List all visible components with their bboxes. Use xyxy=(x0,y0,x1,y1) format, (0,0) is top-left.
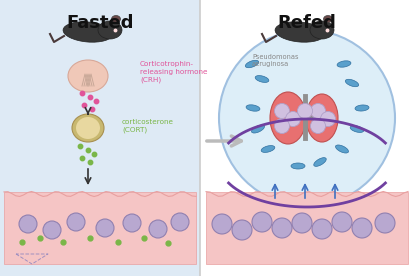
Text: Pseudomonas
aeruginosa: Pseudomonas aeruginosa xyxy=(252,54,298,68)
Circle shape xyxy=(271,218,291,238)
Ellipse shape xyxy=(309,21,333,39)
Circle shape xyxy=(67,213,85,231)
Circle shape xyxy=(331,212,351,232)
Circle shape xyxy=(43,221,61,239)
Ellipse shape xyxy=(245,105,259,111)
Ellipse shape xyxy=(76,117,100,139)
Circle shape xyxy=(311,219,331,239)
Circle shape xyxy=(351,218,371,238)
Circle shape xyxy=(218,30,394,206)
Text: Fasted: Fasted xyxy=(66,14,133,32)
Ellipse shape xyxy=(344,79,358,87)
Circle shape xyxy=(96,219,114,237)
Circle shape xyxy=(123,214,141,232)
Text: Corticotrophin-
releasing hormone
(CRH): Corticotrophin- releasing hormone (CRH) xyxy=(140,61,207,83)
Ellipse shape xyxy=(254,76,268,83)
Ellipse shape xyxy=(349,126,363,132)
Ellipse shape xyxy=(354,105,368,111)
Ellipse shape xyxy=(72,114,104,142)
Bar xyxy=(4,192,195,264)
Circle shape xyxy=(297,104,312,118)
Ellipse shape xyxy=(305,94,337,142)
Circle shape xyxy=(374,213,394,233)
Ellipse shape xyxy=(63,22,113,42)
Ellipse shape xyxy=(245,60,258,68)
Circle shape xyxy=(291,213,311,233)
Ellipse shape xyxy=(323,15,332,23)
Circle shape xyxy=(211,214,231,234)
Ellipse shape xyxy=(335,145,348,153)
Circle shape xyxy=(285,112,300,126)
Bar xyxy=(0,0,199,276)
Ellipse shape xyxy=(111,15,120,23)
Circle shape xyxy=(274,104,289,118)
Bar xyxy=(199,0,413,276)
Circle shape xyxy=(320,112,335,126)
Circle shape xyxy=(310,118,325,134)
Text: corticosterone
(CORT): corticosterone (CORT) xyxy=(122,119,173,133)
Ellipse shape xyxy=(313,158,325,166)
Ellipse shape xyxy=(68,60,108,92)
Ellipse shape xyxy=(290,163,304,169)
Ellipse shape xyxy=(98,21,122,39)
Circle shape xyxy=(19,215,37,233)
Circle shape xyxy=(231,220,252,240)
Bar xyxy=(206,192,407,264)
Ellipse shape xyxy=(269,92,305,144)
Ellipse shape xyxy=(261,145,274,152)
Ellipse shape xyxy=(274,22,324,42)
Circle shape xyxy=(274,118,289,134)
Text: Refed: Refed xyxy=(277,14,336,32)
Circle shape xyxy=(310,104,325,118)
Circle shape xyxy=(252,212,271,232)
Ellipse shape xyxy=(251,125,264,133)
Circle shape xyxy=(149,220,166,238)
Ellipse shape xyxy=(336,61,350,67)
Circle shape xyxy=(171,213,189,231)
